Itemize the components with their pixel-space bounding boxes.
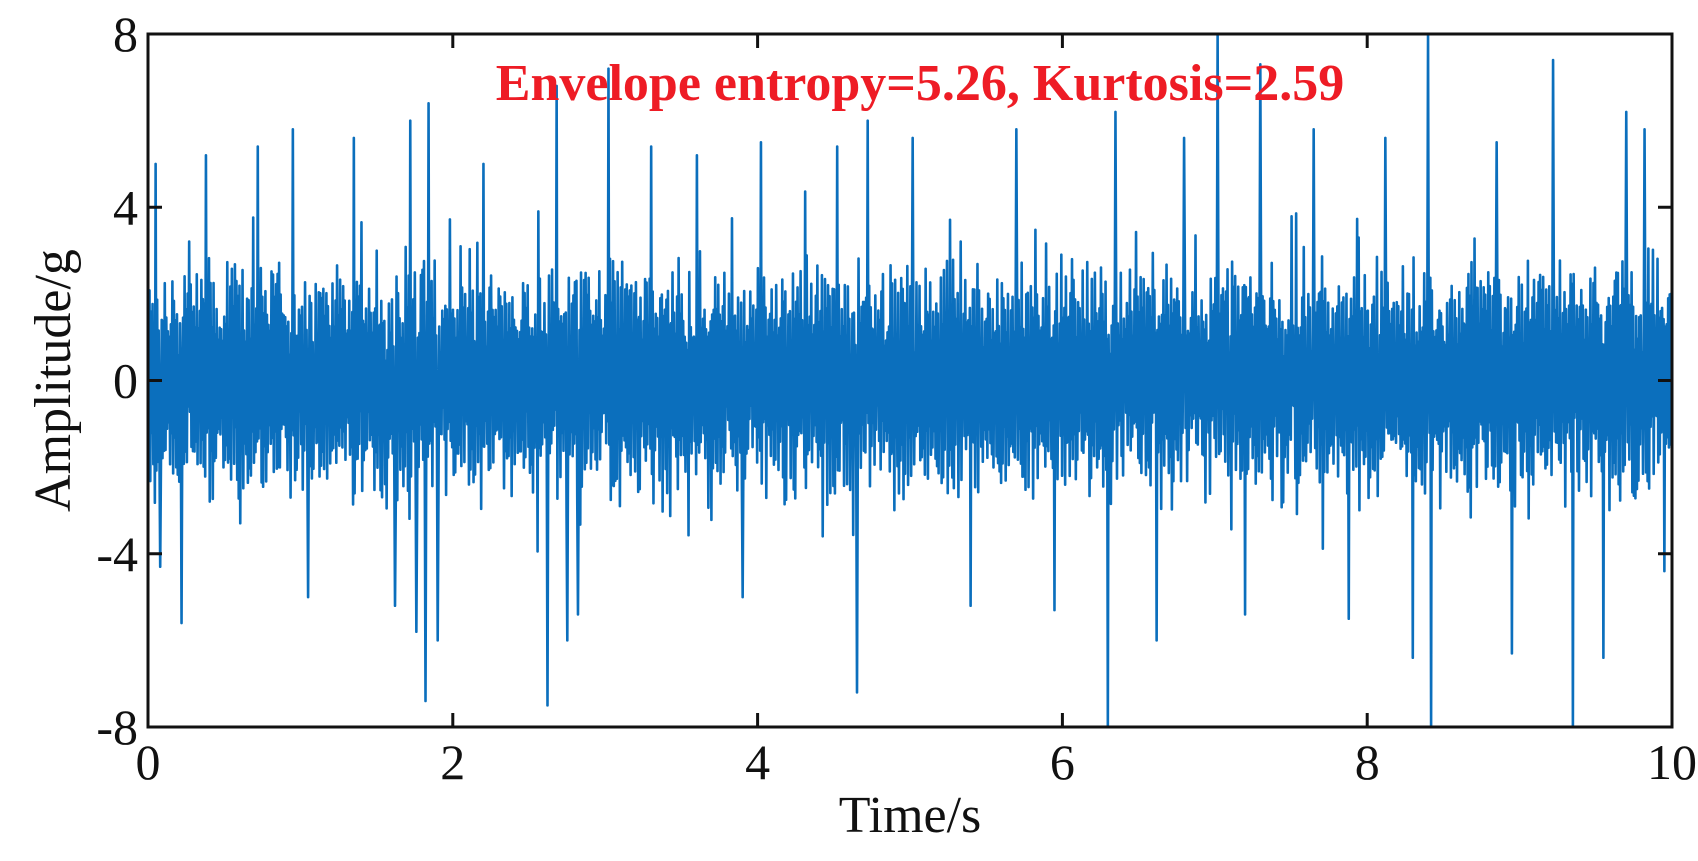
x-tick-label: 6 xyxy=(1050,734,1075,790)
x-axis-title: Time/s xyxy=(839,787,982,844)
x-tick-label: 2 xyxy=(440,734,465,790)
x-tick-label: 10 xyxy=(1647,734,1697,790)
y-tick-label: 8 xyxy=(113,6,138,62)
x-tick-label: 4 xyxy=(745,734,770,790)
y-tick-label: 4 xyxy=(113,179,138,235)
x-tick-label: 0 xyxy=(136,734,161,790)
y-tick-label: -8 xyxy=(96,699,138,755)
y-axis-title: Amplitude/g xyxy=(25,249,82,512)
series-line xyxy=(148,34,1672,727)
y-tick-label: -4 xyxy=(96,526,138,582)
y-tick-label: 0 xyxy=(113,353,138,409)
plot-area xyxy=(148,34,1672,727)
chart-annotation: Envelope entropy=5.26, Kurtosis=2.59 xyxy=(496,55,1344,112)
x-tick-label: 8 xyxy=(1355,734,1380,790)
axis-ticks: 0 2 4 6 8 10 -8 -4 0 4 8 xyxy=(96,6,1697,790)
